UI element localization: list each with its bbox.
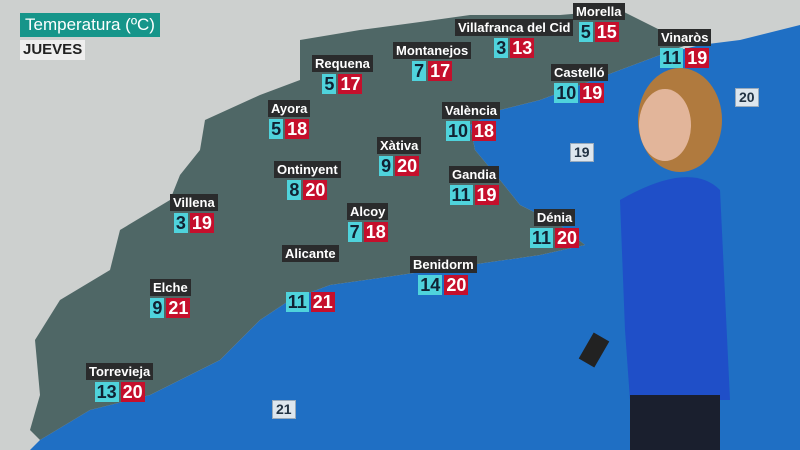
city-name: Ayora xyxy=(268,100,311,117)
temp-pair: 5 17 xyxy=(312,74,373,94)
temp-pair: 9 20 xyxy=(377,156,421,176)
city-name: Castelló xyxy=(551,64,608,81)
temp-pair: 10 19 xyxy=(551,83,608,103)
max-temp: 18 xyxy=(285,119,310,139)
min-temp: 3 xyxy=(173,213,188,233)
city-marker: Alcoy 7 18 xyxy=(347,203,389,242)
city-name: Requena xyxy=(312,55,373,72)
city-marker: Castelló 10 19 xyxy=(551,64,608,103)
sea-temp: 20 xyxy=(735,88,759,107)
max-temp: 21 xyxy=(166,298,191,318)
city-marker: València 10 18 xyxy=(442,102,501,141)
city-name: València xyxy=(442,102,501,119)
max-temp: 18 xyxy=(472,121,497,141)
city-marker: Alicante 11 21 xyxy=(282,245,339,312)
min-temp: 9 xyxy=(379,156,394,176)
city-marker: Montanejos 7 17 xyxy=(393,42,472,81)
city-name: Benidorm xyxy=(410,256,477,273)
max-temp: 19 xyxy=(580,83,605,103)
max-temp: 19 xyxy=(189,213,214,233)
city-marker: Torrevieja 13 20 xyxy=(86,363,154,402)
city-marker: Gandia 11 19 xyxy=(449,166,500,205)
max-temp: 20 xyxy=(555,228,580,248)
city-marker: Villena 3 19 xyxy=(170,194,218,233)
max-temp: 21 xyxy=(310,292,335,312)
min-temp: 3 xyxy=(494,38,509,58)
min-temp: 7 xyxy=(412,61,427,81)
city-name: Gandia xyxy=(449,166,500,183)
temp-pair: 7 17 xyxy=(393,61,471,81)
min-temp: 10 xyxy=(445,121,471,141)
temp-pair: 11 19 xyxy=(449,185,499,205)
max-temp: 13 xyxy=(510,38,535,58)
city-marker: Dénia 11 20 xyxy=(530,209,580,248)
city-marker: Ontinyent 8 20 xyxy=(274,161,341,200)
map-title: Temperatura (ºC) xyxy=(20,13,160,37)
city-marker: Elche 9 21 xyxy=(150,279,191,318)
min-temp: 10 xyxy=(554,83,579,103)
temp-pair: 3 19 xyxy=(170,213,218,233)
temp-pair: 5 15 xyxy=(573,22,625,42)
temp-pair: 9 21 xyxy=(150,298,191,318)
city-name: Montanejos xyxy=(393,42,472,59)
city-name: Villena xyxy=(170,194,218,211)
max-temp: 20 xyxy=(303,180,328,200)
temp-pair: 11 19 xyxy=(658,48,711,68)
city-marker: Villafranca del Cid 3 13 xyxy=(455,19,574,58)
min-temp: 11 xyxy=(449,185,473,205)
max-temp: 20 xyxy=(395,156,420,176)
temp-pair: 7 18 xyxy=(347,222,388,242)
min-temp: 5 xyxy=(322,74,337,94)
max-temp: 19 xyxy=(685,48,710,68)
city-marker: Ayora 5 18 xyxy=(268,100,311,139)
city-marker: Xàtiva 9 20 xyxy=(377,137,422,176)
city-marker: Morella 5 15 xyxy=(573,3,625,42)
max-temp: 15 xyxy=(594,22,619,42)
city-marker: Benidorm 14 20 xyxy=(410,256,477,295)
max-temp: 19 xyxy=(474,185,499,205)
temp-pair: 5 18 xyxy=(268,119,310,139)
city-name: Morella xyxy=(573,3,625,20)
city-name: Alcoy xyxy=(347,203,389,220)
city-name: Ontinyent xyxy=(274,161,341,178)
min-temp: 9 xyxy=(150,298,165,318)
temp-pair: 13 20 xyxy=(86,382,153,402)
temp-pair: 11 20 xyxy=(530,228,580,248)
max-temp: 17 xyxy=(338,74,363,94)
sea-temp: 21 xyxy=(272,400,296,419)
min-temp: 5 xyxy=(269,119,284,139)
min-temp: 14 xyxy=(418,275,443,295)
max-temp: 20 xyxy=(120,382,145,402)
min-temp: 5 xyxy=(578,22,593,42)
temp-pair: 11 21 xyxy=(282,292,339,312)
temp-pair: 10 18 xyxy=(442,121,500,141)
min-temp: 11 xyxy=(285,292,309,312)
min-temp: 7 xyxy=(347,222,362,242)
min-temp: 11 xyxy=(530,228,554,248)
min-temp: 8 xyxy=(287,180,302,200)
city-marker: Vinaròs 11 19 xyxy=(658,29,712,68)
day-label: JUEVES xyxy=(20,40,86,60)
city-name: Villafranca del Cid xyxy=(455,19,574,36)
sea-temp: 19 xyxy=(570,143,594,162)
temp-pair: 3 13 xyxy=(455,38,573,58)
min-temp: 11 xyxy=(660,48,684,68)
city-name: Vinaròs xyxy=(658,29,712,46)
max-temp: 20 xyxy=(444,275,469,295)
city-name: Torrevieja xyxy=(86,363,154,380)
max-temp: 17 xyxy=(428,61,453,81)
city-name: Elche xyxy=(150,279,191,296)
min-temp: 13 xyxy=(94,382,119,402)
max-temp: 18 xyxy=(363,222,388,242)
city-name: Dénia xyxy=(533,209,576,226)
temp-pair: 8 20 xyxy=(274,180,341,200)
temp-pair: 14 20 xyxy=(410,275,477,295)
city-name: Alicante xyxy=(282,245,339,262)
city-marker: Requena 5 17 xyxy=(312,55,373,94)
presenter xyxy=(578,68,730,450)
city-name: Xàtiva xyxy=(377,137,422,154)
